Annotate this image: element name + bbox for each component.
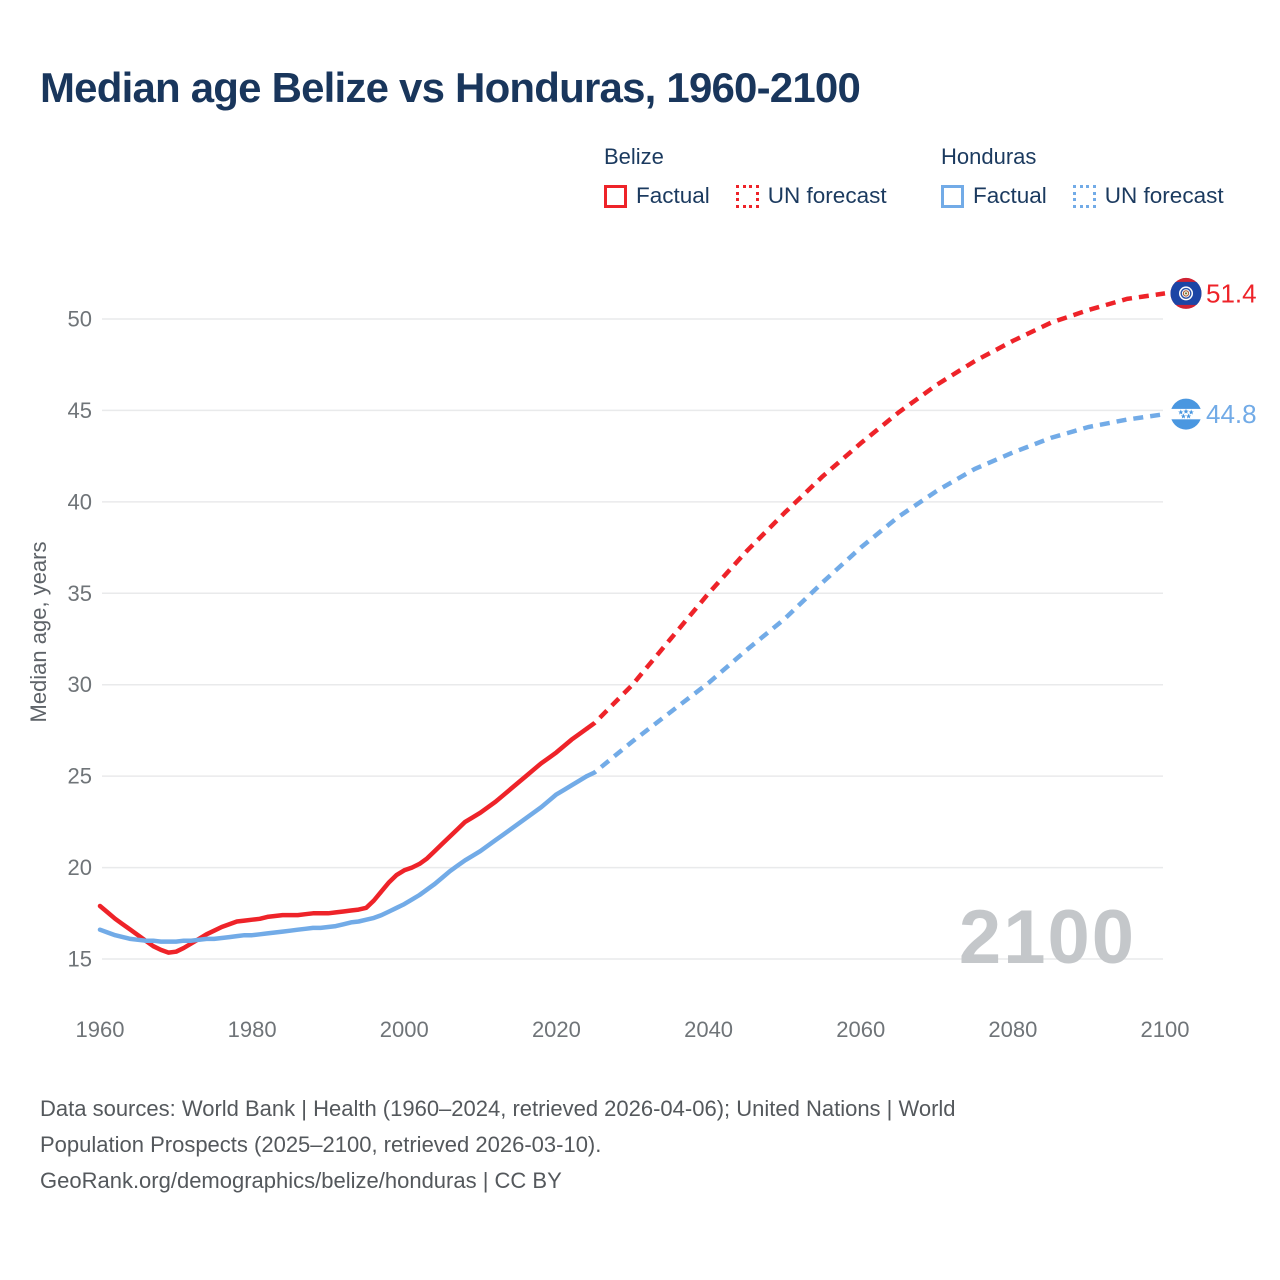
y-tick-label: 45 [68,398,92,423]
legend-label-belize-forecast: UN forecast [767,183,887,208]
x-tick-label: 2040 [684,1017,733,1042]
x-tick-label: 2000 [380,1017,429,1042]
y-tick-label: 50 [68,307,92,332]
legend-group-belize-title: Belize [604,144,664,169]
y-tick-label: 15 [68,947,92,972]
y-tick-label: 35 [68,581,92,606]
legend-item-honduras-factual[interactable]: Factual [941,183,1047,209]
x-tick-label: 2080 [988,1017,1037,1042]
x-tick-label: 2060 [836,1017,885,1042]
page-title: Median age Belize vs Honduras, 1960-2100 [40,64,861,111]
legend-group-honduras-title: Honduras [941,144,1037,169]
honduras-flag-icon [1170,398,1202,430]
footer: Data sources: World Bank | Health (1960–… [40,1091,1250,1199]
footer-sources-line1: Data sources: World Bank | Health (1960–… [40,1096,956,1121]
series-honduras-un-forecast [585,411,1166,779]
legend-row-honduras: Factual UN forecast [941,183,1224,209]
x-tick-label: 1960 [76,1017,125,1042]
belize-flag-icon [1170,277,1202,309]
honduras-factual-swatch-icon [941,184,964,208]
honduras-end-value-label: 44.8 [1206,399,1257,429]
y-tick-label: 25 [68,764,92,789]
footer-attribution-line: GeoRank.org/demographics/belize/honduras… [40,1168,562,1193]
legend-item-honduras-forecast[interactable]: UN forecast [1072,183,1224,209]
y-axis-title: Median age, years [26,542,51,723]
data-series [97,291,1166,955]
legend-item-belize-factual[interactable]: Factual [604,183,710,209]
y-axis-tick-labels: 15 20 25 30 35 40 45 50 [68,307,92,972]
x-tick-label: 1980 [228,1017,277,1042]
y-tick-label: 20 [68,855,92,880]
gridlines [102,318,1163,960]
series-belize-un-forecast [585,291,1166,731]
belize-forecast-swatch-icon [735,184,759,208]
legend-label-honduras-factual: Factual [973,183,1047,208]
x-axis-tick-labels: 1960 1980 2000 2020 2040 2060 2080 2100 [76,1017,1190,1042]
legend-item-belize-forecast[interactable]: UN forecast [735,183,887,209]
honduras-forecast-swatch-icon [1072,184,1096,208]
legend-row-belize: Factual UN forecast [604,183,887,209]
series-belize-factual [97,726,590,955]
series-honduras-factual [97,773,590,944]
belize-end-value-label: 51.4 [1206,278,1257,308]
watermark-year: 2100 [959,895,1136,980]
legend-group-belize: Belize Factual UN forecast [604,144,887,209]
belize-factual-swatch-icon [604,184,627,208]
legend-label-honduras-forecast: UN forecast [1104,183,1224,208]
legend-label-belize-factual: Factual [636,183,710,208]
x-tick-label: 2100 [1141,1017,1190,1042]
y-tick-label: 30 [68,672,92,697]
footer-sources-line2: Population Prospects (2025–2100, retriev… [40,1132,602,1157]
y-tick-label: 40 [68,489,92,514]
legend-group-honduras: Honduras Factual UN forecast [941,144,1224,209]
x-tick-label: 2020 [532,1017,581,1042]
